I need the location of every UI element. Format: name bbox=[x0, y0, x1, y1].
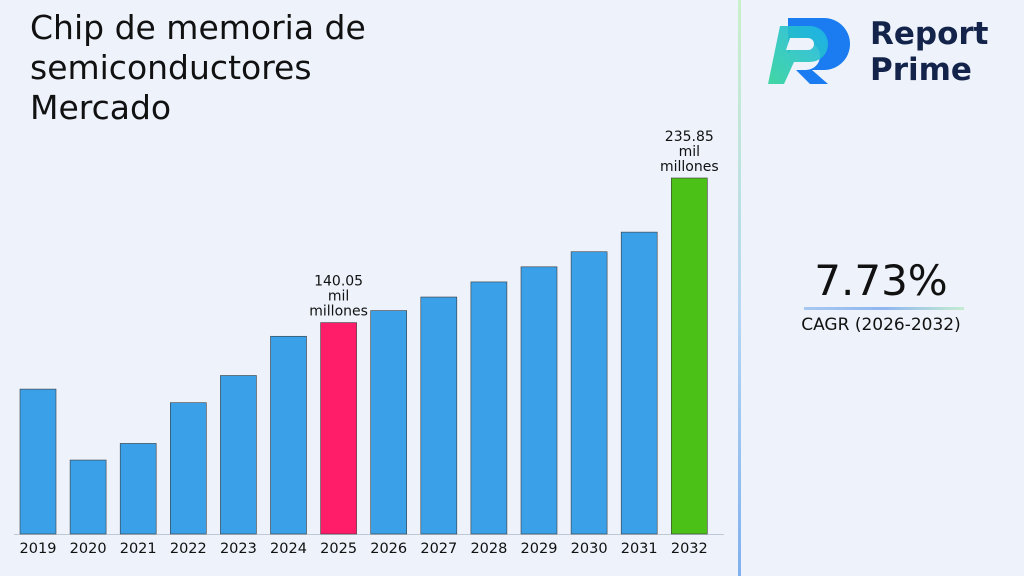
x-tick-2028: 2028 bbox=[470, 541, 507, 557]
brand-line-1: Report bbox=[870, 16, 989, 52]
x-tick-2026: 2026 bbox=[370, 541, 407, 557]
bar-2028 bbox=[470, 281, 508, 535]
bar-2021 bbox=[119, 443, 157, 535]
bar-2030 bbox=[570, 251, 608, 535]
x-tick-2025: 2025 bbox=[320, 541, 357, 557]
bar-2023 bbox=[220, 375, 257, 535]
bar-2026 bbox=[370, 310, 408, 535]
panel-divider bbox=[738, 0, 741, 576]
x-tick-2022: 2022 bbox=[170, 541, 207, 557]
cagr-value: 7.73% bbox=[814, 256, 948, 305]
brand-line-2: Prime bbox=[870, 52, 972, 88]
brand-name: Report Prime bbox=[870, 16, 989, 88]
x-tick-2020: 2020 bbox=[70, 541, 107, 557]
x-tick-2027: 2027 bbox=[420, 541, 457, 557]
data-label-2032-0: 235.85 bbox=[665, 129, 714, 145]
bar-2032 bbox=[670, 177, 708, 535]
x-tick-2032: 2032 bbox=[671, 541, 708, 557]
data-label-2025-2: millones bbox=[309, 304, 368, 320]
chart-panel: Chip de memoria de semiconductores Merca… bbox=[14, 8, 724, 557]
cagr-underline bbox=[804, 307, 964, 310]
x-tick-2030: 2030 bbox=[571, 541, 608, 557]
bar-2031 bbox=[620, 231, 658, 535]
x-tick-2019: 2019 bbox=[20, 541, 57, 557]
bar-2024 bbox=[270, 335, 307, 535]
x-tick-2031: 2031 bbox=[621, 541, 658, 557]
bar-2020 bbox=[69, 459, 107, 535]
report-prime-logo: Report Prime bbox=[766, 14, 1006, 90]
report-prime-r-logo-icon bbox=[768, 18, 850, 84]
bar-chart: 2019 2020 2021 2022 2023 2024 2025 2026 2027 2028… bbox=[14, 129, 724, 557]
bar-2027 bbox=[420, 296, 458, 535]
data-label-2032-2: millones bbox=[660, 159, 719, 175]
bar-2022 bbox=[170, 402, 207, 535]
chart-title: Chip de memoria de semiconductores Merca… bbox=[30, 8, 366, 127]
cagr-label: CAGR (2026-2032) bbox=[801, 315, 961, 335]
x-tick-2021: 2021 bbox=[120, 541, 157, 557]
x-tick-2029: 2029 bbox=[521, 541, 558, 557]
bar-2029 bbox=[520, 266, 558, 535]
x-tick-2024: 2024 bbox=[270, 541, 307, 557]
bar-2025 bbox=[320, 322, 357, 535]
x-tick-2023: 2023 bbox=[220, 541, 257, 557]
data-label-2025-1: mil bbox=[328, 289, 349, 305]
bar-2019 bbox=[19, 388, 57, 535]
data-label-2025-0: 140.05 bbox=[314, 274, 363, 290]
data-label-2032-1: mil bbox=[679, 144, 700, 160]
